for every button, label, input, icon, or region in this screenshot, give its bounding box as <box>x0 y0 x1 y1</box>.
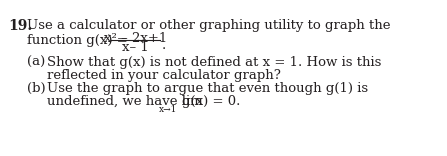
Text: x→1: x→1 <box>159 105 177 114</box>
Text: 19.: 19. <box>8 19 33 33</box>
Text: function g(x) =: function g(x) = <box>27 34 127 47</box>
Text: Show that g(x) is not defined at x = 1. How is this: Show that g(x) is not defined at x = 1. … <box>47 56 381 69</box>
Text: x– 1: x– 1 <box>122 41 149 54</box>
Text: g(x) = 0.: g(x) = 0. <box>182 95 240 108</box>
Text: undefined, we have lim: undefined, we have lim <box>47 95 207 108</box>
Text: Use a calculator or other graphing utility to graph the: Use a calculator or other graphing utili… <box>27 19 390 32</box>
Text: reflected in your calculator graph?: reflected in your calculator graph? <box>47 69 281 82</box>
Text: .: . <box>162 39 166 52</box>
Text: x² – 2x+1: x² – 2x+1 <box>104 32 167 45</box>
Text: (a): (a) <box>27 56 45 69</box>
Text: Use the graph to argue that even though g(1) is: Use the graph to argue that even though … <box>47 82 368 95</box>
Text: (b): (b) <box>27 82 46 95</box>
